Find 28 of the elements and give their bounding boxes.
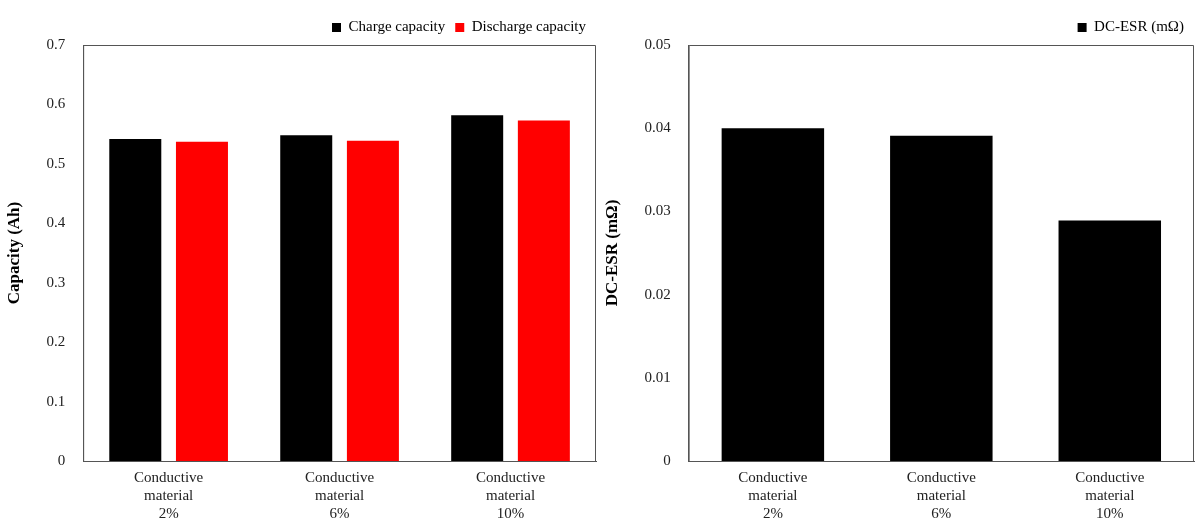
- bar: [890, 135, 993, 461]
- y-tick-label: 0: [663, 451, 671, 468]
- y-tick-label: 0.2: [46, 333, 66, 350]
- y-tick-label: 0.05: [644, 35, 671, 52]
- x-tick-label: Conductive material 2%: [738, 468, 808, 521]
- y-tick-label: 0.3: [46, 273, 66, 290]
- y-tick-label: 0.02: [644, 285, 671, 302]
- y-tick-label: 0.03: [644, 202, 671, 219]
- x-tick-label: Conductive material 6%: [906, 468, 977, 521]
- x-tick-label: Conductive material 2%: [134, 468, 204, 521]
- x-tick-label: Conductive material 10%: [1075, 468, 1145, 521]
- x-tick-label: Conductive material 10%: [475, 468, 546, 521]
- legend-label: Charge capacity: [348, 18, 446, 35]
- legend-label: DC-ESR (mΩ): [1094, 18, 1185, 36]
- y-tick-label: 0.6: [46, 95, 66, 112]
- y-axis-title: DC-ESR (mΩ): [601, 199, 621, 307]
- y-tick-label: 0: [57, 451, 66, 468]
- y-tick-label: 0.7: [46, 35, 66, 52]
- y-axis-title: Capacity (Ah): [3, 201, 23, 305]
- x-tick-label: Conductive material 6%: [305, 468, 375, 521]
- bar: [721, 128, 825, 461]
- y-tick-label: 0.01: [644, 368, 671, 385]
- y-tick-label: 0.1: [46, 392, 66, 409]
- y-tick-label: 0.5: [46, 154, 66, 171]
- y-tick-label: 0.04: [644, 119, 672, 136]
- y-tick-label: 0.4: [46, 214, 66, 231]
- legend-label: Discharge capacity: [471, 18, 587, 35]
- bar: [1058, 220, 1162, 461]
